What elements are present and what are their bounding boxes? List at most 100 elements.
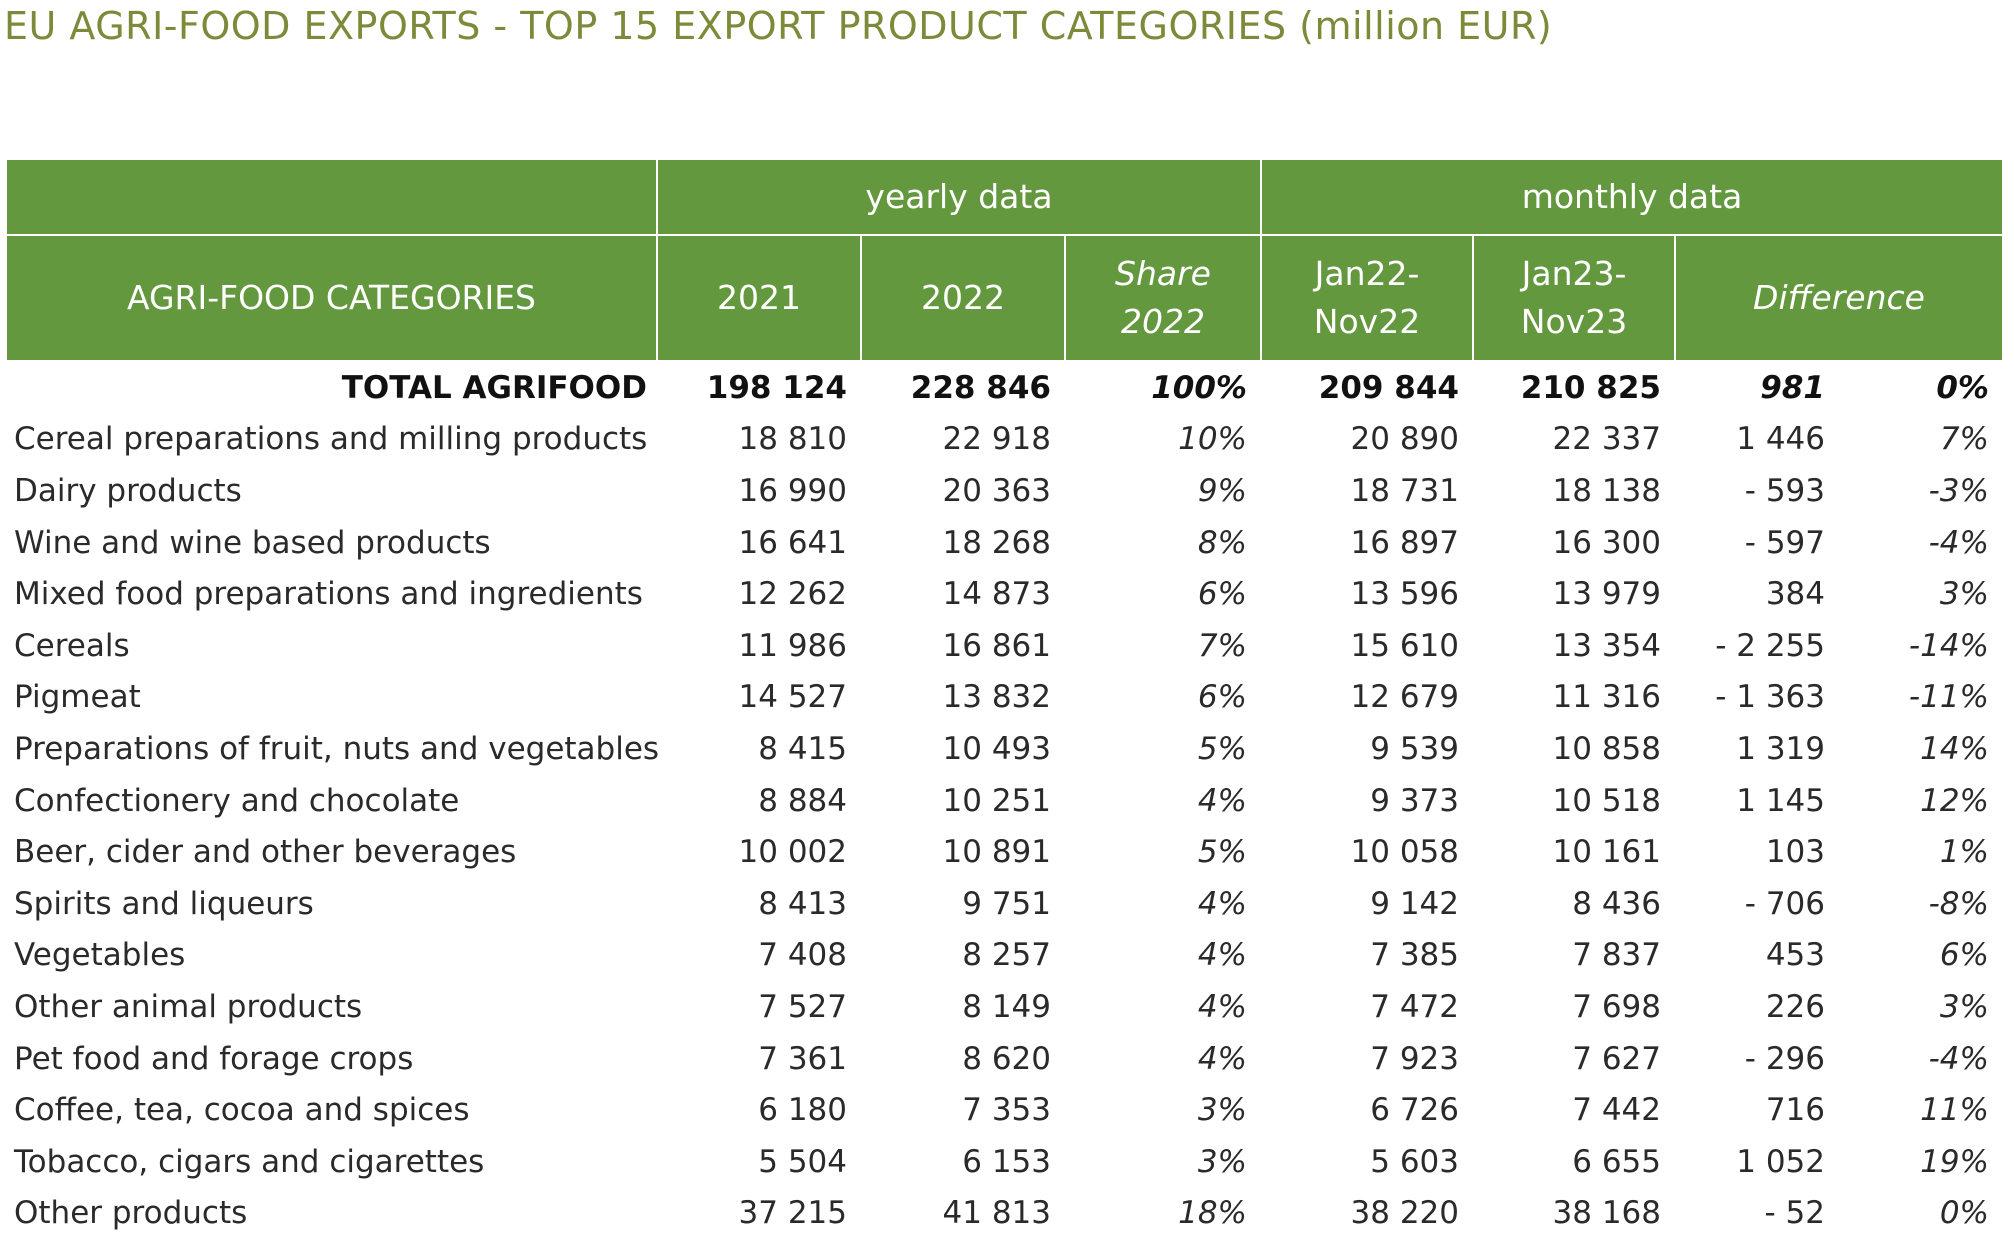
value-jan22-nov22-cell: 15 610 xyxy=(1350,627,1459,664)
total-2022-cell: 228 846 xyxy=(910,369,1051,406)
value-jan23-nov23-cell: 10 858 xyxy=(1552,730,1661,767)
value-2022-cell: 9 751 xyxy=(962,885,1051,922)
group-header-monthly: monthly data xyxy=(1260,158,2004,236)
category-cell: Cereals xyxy=(14,627,130,664)
group-header-row: yearly data monthly data xyxy=(5,158,2004,236)
category-cell: Preparations of fruit, nuts and vegetabl… xyxy=(14,730,660,767)
column-header-share-2022: Share 2022 xyxy=(1064,234,1262,362)
value-2022-cell: 22 918 xyxy=(942,421,1051,458)
total-difference-pct-cell: 0% xyxy=(1936,369,1989,406)
share-2022-cell: 4% xyxy=(1197,782,1247,819)
difference-pct-cell: 12% xyxy=(1920,782,1989,819)
total-row: TOTAL AGRIFOOD 198 124 228 846 100% 209 … xyxy=(6,361,2003,414)
total-category-cell: TOTAL AGRIFOOD xyxy=(341,369,647,406)
difference-pct-cell: 14% xyxy=(1920,730,1989,767)
value-2021-cell: 8 413 xyxy=(758,885,847,922)
value-jan22-nov22-cell: 9 142 xyxy=(1370,885,1459,922)
difference-cell: 1 319 xyxy=(1736,730,1825,767)
share-2022-cell: 6% xyxy=(1197,576,1247,613)
difference-cell: 1 052 xyxy=(1736,1143,1825,1180)
difference-cell: 1 446 xyxy=(1736,421,1825,458)
value-2022-cell: 8 149 xyxy=(962,988,1051,1025)
difference-pct-cell: -11% xyxy=(1908,679,1989,716)
share-2022-cell: 4% xyxy=(1197,988,1247,1025)
value-jan23-nov23-cell: 8 436 xyxy=(1572,885,1661,922)
value-jan22-nov22-cell: 13 596 xyxy=(1350,576,1459,613)
value-jan22-nov22-cell: 38 220 xyxy=(1350,1195,1459,1232)
difference-pct-cell: 0% xyxy=(1939,1195,1989,1232)
difference-cell: - 706 xyxy=(1744,885,1825,922)
value-jan23-nov23-cell: 16 300 xyxy=(1552,524,1661,561)
total-jan23-nov23-cell: 210 825 xyxy=(1520,369,1661,406)
value-2021-cell: 16 990 xyxy=(738,472,847,509)
table-row: Beer, cider and other beverages 10 002 10 … xyxy=(6,826,2003,878)
difference-cell: - 593 xyxy=(1744,472,1825,509)
share-2022-cell: 18% xyxy=(1178,1195,1247,1232)
value-2022-cell: 10 251 xyxy=(942,782,1051,819)
header-line: Share xyxy=(1115,254,1211,293)
table-body: TOTAL AGRIFOOD 198 124 228 846 100% 209 … xyxy=(6,361,2003,1239)
value-jan23-nov23-cell: 7 698 xyxy=(1572,988,1661,1025)
total-jan22-nov22-cell: 209 844 xyxy=(1318,369,1459,406)
value-2022-cell: 8 257 xyxy=(962,937,1051,974)
category-cell: Wine and wine based products xyxy=(14,524,491,561)
value-2021-cell: 5 504 xyxy=(758,1143,847,1180)
difference-pct-cell: -4% xyxy=(1928,1040,1989,1077)
difference-pct-cell: -14% xyxy=(1908,627,1989,664)
table-row: Preparations of fruit, nuts and vegetabl… xyxy=(6,723,2003,775)
difference-cell: - 2 255 xyxy=(1715,627,1825,664)
value-jan23-nov23-cell: 7 442 xyxy=(1572,1092,1661,1129)
table-row: Coffee, tea, cocoa and spices 6 180 7 353 3… xyxy=(6,1084,2003,1136)
value-2021-cell: 11 986 xyxy=(738,627,847,664)
total-2021-cell: 198 124 xyxy=(706,369,847,406)
column-header-difference: Difference xyxy=(1674,234,2004,362)
value-2022-cell: 6 153 xyxy=(962,1143,1051,1180)
value-jan23-nov23-cell: 6 655 xyxy=(1572,1143,1661,1180)
value-2021-cell: 6 180 xyxy=(758,1092,847,1129)
table-row: Pet food and forage crops 7 361 8 620 4% 7 9… xyxy=(6,1033,2003,1085)
value-jan22-nov22-cell: 9 373 xyxy=(1370,782,1459,819)
difference-cell: 384 xyxy=(1765,576,1825,613)
value-jan22-nov22-cell: 5 603 xyxy=(1370,1143,1459,1180)
exports-table: yearly data monthly data AGRI-FOOD CATEG… xyxy=(5,158,2004,1239)
category-cell: Spirits and liqueurs xyxy=(14,885,314,922)
difference-pct-cell: -4% xyxy=(1928,524,1989,561)
difference-cell: 716 xyxy=(1765,1092,1825,1129)
difference-pct-cell: -8% xyxy=(1928,885,1989,922)
category-cell: Cereal preparations and milling products xyxy=(14,421,648,458)
value-jan22-nov22-cell: 7 385 xyxy=(1370,937,1459,974)
value-jan22-nov22-cell: 7 472 xyxy=(1370,988,1459,1025)
header-line: Nov23 xyxy=(1520,302,1628,341)
value-jan23-nov23-cell: 22 337 xyxy=(1552,421,1661,458)
table-row: Tobacco, cigars and cigarettes 5 504 6 153… xyxy=(6,1136,2003,1188)
share-2022-cell: 7% xyxy=(1197,627,1247,664)
difference-pct-cell: 19% xyxy=(1920,1143,1989,1180)
column-header-jan22-nov22: Jan22- Nov22 xyxy=(1260,234,1474,362)
column-header-row: AGRI-FOOD CATEGORIES 2021 2022 Share 202… xyxy=(5,234,2004,362)
header-line: Jan23- xyxy=(1521,254,1627,293)
value-jan22-nov22-cell: 6 726 xyxy=(1370,1092,1459,1129)
value-2021-cell: 7 527 xyxy=(758,988,847,1025)
group-header-yearly: yearly data xyxy=(656,158,1262,236)
value-jan23-nov23-cell: 10 161 xyxy=(1552,834,1661,871)
share-2022-cell: 9% xyxy=(1197,472,1247,509)
share-2022-cell: 6% xyxy=(1197,679,1247,716)
header-line: 2022 xyxy=(1121,302,1205,341)
value-jan23-nov23-cell: 7 837 xyxy=(1572,937,1661,974)
difference-pct-cell: 1% xyxy=(1939,834,1989,871)
difference-cell: 226 xyxy=(1765,988,1825,1025)
value-jan22-nov22-cell: 12 679 xyxy=(1350,679,1459,716)
value-jan23-nov23-cell: 10 518 xyxy=(1552,782,1661,819)
category-cell: Other animal products xyxy=(14,988,363,1025)
header-blank-cell xyxy=(5,158,658,236)
table-row: Dairy products 16 990 20 363 9% 18 731 18 138… xyxy=(6,465,2003,517)
total-difference-cell: 981 xyxy=(1760,369,1825,406)
value-jan22-nov22-cell: 18 731 xyxy=(1350,472,1459,509)
value-jan23-nov23-cell: 18 138 xyxy=(1552,472,1661,509)
table-row: Other animal products 7 527 8 149 4% 7 472 7 … xyxy=(6,981,2003,1033)
value-2021-cell: 16 641 xyxy=(738,524,847,561)
difference-cell: - 52 xyxy=(1764,1195,1826,1232)
share-2022-cell: 8% xyxy=(1197,524,1247,561)
value-2022-cell: 18 268 xyxy=(942,524,1051,561)
category-cell: Beer, cider and other beverages xyxy=(14,834,517,871)
